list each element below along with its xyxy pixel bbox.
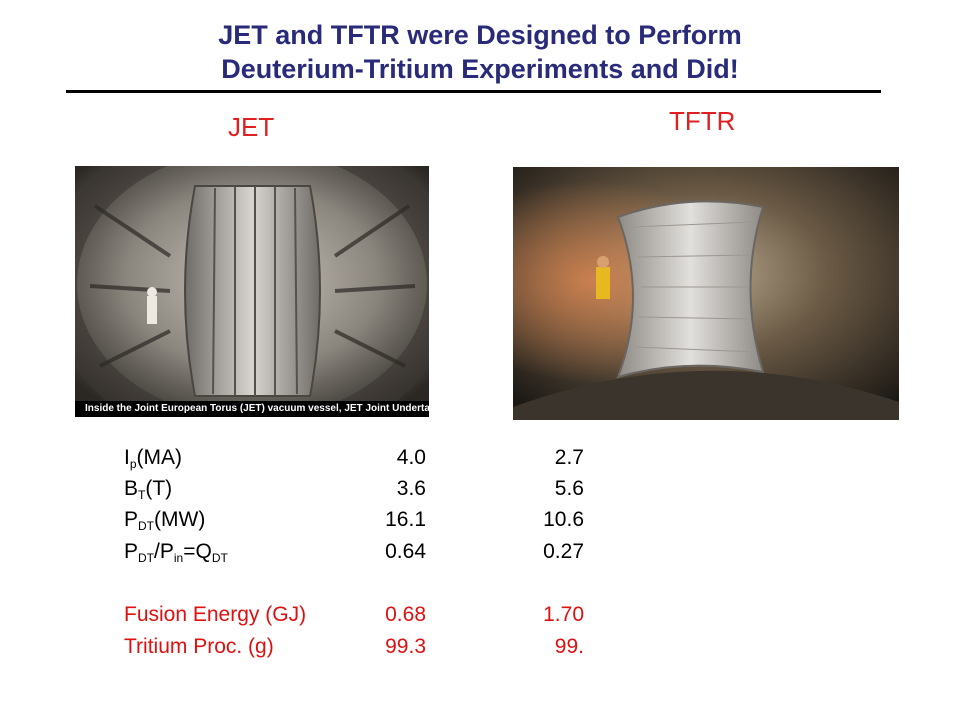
- jet-label: JET: [228, 112, 275, 142]
- parameter-row-q-dt: PDT/Pin=QDT 0.64 0.27: [0, 537, 960, 567]
- jet-value: 0.64: [385, 540, 426, 563]
- parameter-label: PDT/Pin=QDT: [124, 540, 228, 565]
- parameter-label: Tritium Proc. (g): [124, 635, 274, 658]
- jet-vessel-photo: Inside the Joint European Torus (JET) va…: [75, 166, 429, 417]
- parameter-label: Ip(MA): [124, 446, 183, 471]
- title-divider: [66, 90, 881, 93]
- jet-value: 16.1: [385, 508, 426, 531]
- slide-title-line-2: Deuterium-Tritium Experiments and Did!: [221, 54, 739, 84]
- jet-value: 0.68: [385, 603, 426, 626]
- parameter-row-dt-power: PDT(MW) 16.1 10.6: [0, 505, 960, 535]
- tftr-vessel-photo: [513, 167, 899, 420]
- parameter-label: Fusion Energy (GJ): [124, 603, 307, 626]
- tftr-value: 10.6: [543, 508, 584, 531]
- tftr-value: 2.7: [554, 446, 584, 469]
- tftr-label: TFTR: [669, 106, 736, 136]
- jet-value: 3.6: [396, 477, 426, 500]
- parameter-row-fusion-energy: Fusion Energy (GJ) 0.68 1.70: [0, 600, 960, 630]
- jet-value: 99.3: [385, 635, 426, 658]
- parameter-label: BT(T): [124, 477, 173, 502]
- parameter-row-plasma-current: Ip(MA) 4.0 2.7: [0, 443, 960, 473]
- tftr-value: 0.27: [543, 540, 584, 563]
- jet-photo-caption: Inside the Joint European Torus (JET) va…: [75, 401, 429, 417]
- tftr-value: 1.70: [543, 603, 584, 626]
- tftr-value: 5.6: [554, 477, 584, 500]
- tftr-value: 99.: [554, 635, 584, 658]
- slide-title-line-1: JET and TFTR were Designed to Perform: [218, 20, 742, 50]
- parameter-label: PDT(MW): [124, 508, 206, 533]
- parameter-row-tritium-processed: Tritium Proc. (g) 99.3 99.: [0, 632, 960, 662]
- jet-value: 4.0: [396, 446, 426, 469]
- parameter-row-toroidal-field: BT(T) 3.6 5.6: [0, 474, 960, 504]
